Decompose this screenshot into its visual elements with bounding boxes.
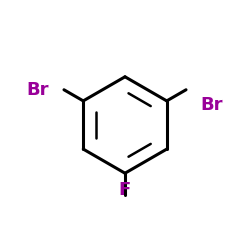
Text: F: F xyxy=(119,180,131,198)
Text: Br: Br xyxy=(27,81,49,99)
Text: Br: Br xyxy=(201,96,223,114)
